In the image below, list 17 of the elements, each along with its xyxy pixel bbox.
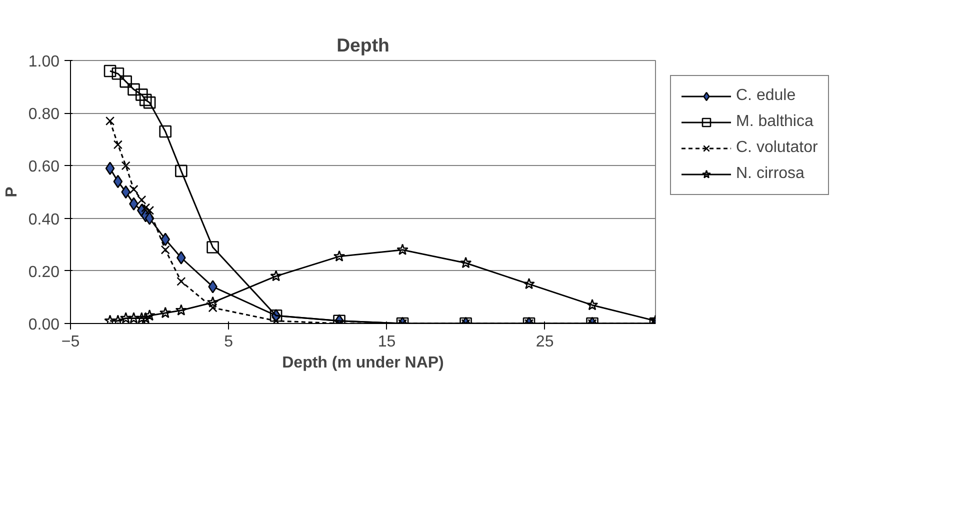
legend-label: C. edule (736, 87, 796, 105)
y-tick-label: 0.80 (28, 106, 60, 124)
y-tick-label: 0.40 (28, 211, 60, 228)
x-tick-label: 5 (224, 334, 234, 350)
y-tick-label: 0.60 (28, 158, 60, 176)
legend-label: N. cirrosa (736, 165, 804, 183)
y-tick-label: 0.00 (28, 316, 60, 334)
x-tick-label: 15 (378, 334, 396, 350)
y-tick-label: 1.00 (28, 54, 60, 70)
legend-label: C. volutator (736, 139, 818, 157)
x-tick-label: −5 (61, 334, 80, 350)
legend-label: M. balthica (736, 113, 814, 131)
y-axis-title: P (3, 186, 20, 198)
y-tick-label: 0.20 (28, 264, 60, 281)
x-axis-title: Depth (m under NAP) (282, 354, 444, 372)
chart-title: Depth (336, 34, 390, 56)
x-tick-label: 25 (536, 334, 554, 350)
